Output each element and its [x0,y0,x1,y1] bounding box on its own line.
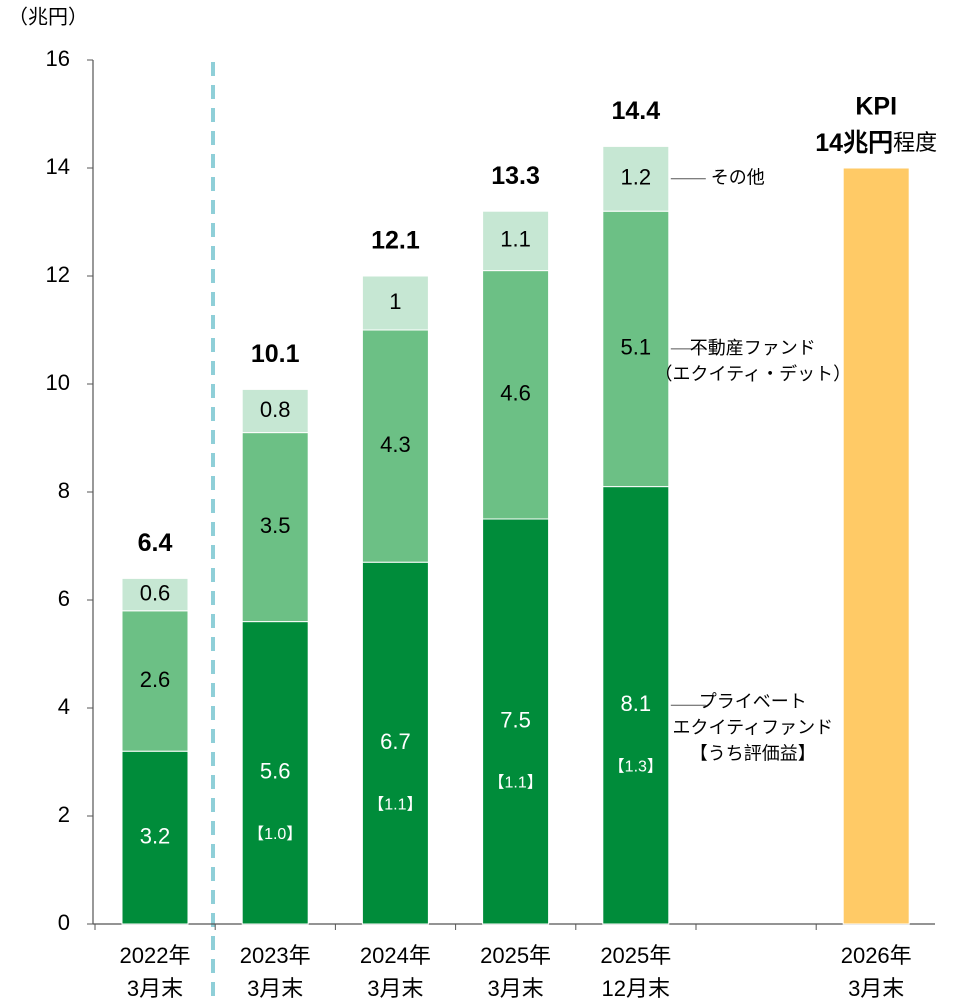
legend-label: プライベートエクイティファンド【うち評価益】 [673,691,834,763]
bar-segment [602,486,670,925]
bar-segment [241,621,309,925]
y-axis-label: （兆円） [8,5,88,28]
segment-label: 4.6 [500,381,531,406]
legend-label: 不動産ファンド（エクイティ・デット） [655,338,852,384]
gain-label: 【1.1】 [368,796,422,813]
segment-label: 5.1 [621,335,652,360]
bar-segment [361,561,429,925]
bar-segment [241,388,309,434]
segment-label: 0.8 [260,397,291,422]
y-tick-label: 4 [58,694,70,719]
bar-segment [241,432,309,623]
bar-segment [482,518,550,925]
bar-segment [361,329,429,563]
bar-segment [602,210,670,488]
y-tick-label: 14 [46,154,70,179]
segment-label: 8.1 [621,691,652,716]
kpi-label: 14兆円程度 [815,129,937,157]
x-tick-label: 2025年 12月末 [600,943,671,1001]
kpi-value: 14兆円 [815,129,893,157]
segment-label: 0.6 [140,580,171,605]
segment-label: 6.7 [380,729,411,754]
total-label: 14.4 [611,97,660,125]
bar-segment [482,270,550,520]
bar-segment [482,210,550,272]
y-tick-label: 10 [46,370,70,395]
gain-label: 【1.3】 [609,759,663,776]
segment-label: 7.5 [500,707,531,732]
kpi-suffix: 程度 [893,130,937,155]
x-tick-label: 2026年 3月末 [841,943,912,1001]
y-tick-label: 0 [58,910,70,935]
segment-label: 1.2 [621,165,652,190]
segment-label: 2.6 [140,667,171,692]
bar-segment [121,750,189,925]
x-tick-label: 2025年 3月末 [480,943,551,1001]
bar-segment [602,145,670,212]
segment-label: 4.3 [380,432,411,457]
y-tick-label: 8 [58,478,70,503]
y-tick-label: 12 [46,262,70,287]
y-tick-label: 16 [46,46,70,71]
total-label: 6.4 [138,529,173,557]
x-tick-label: 2022年 3月末 [120,943,191,1001]
segment-label: 5.6 [260,759,291,784]
segment-label: 1 [389,289,401,314]
bar-segment [361,275,429,331]
x-tick-label: 2024年 3月末 [360,943,431,1001]
gain-label: 【1.1】 [488,775,542,792]
total-label: 13.3 [491,162,540,190]
segment-label: 3.2 [140,823,171,848]
kpi-title: KPI [855,93,897,121]
segment-label: 3.5 [260,513,291,538]
legend-label: その他 [711,168,765,188]
x-tick-label: 2023年 3月末 [240,943,311,1001]
total-label: 10.1 [251,340,300,368]
gain-label: 【1.0】 [248,826,302,843]
total-label: 12.1 [371,227,420,255]
y-tick-label: 6 [58,586,70,611]
bar-segment [842,167,910,925]
y-tick-label: 2 [58,802,70,827]
bar-segment [121,577,189,612]
bar-segment [121,610,189,752]
segment-label: 1.1 [500,227,531,252]
